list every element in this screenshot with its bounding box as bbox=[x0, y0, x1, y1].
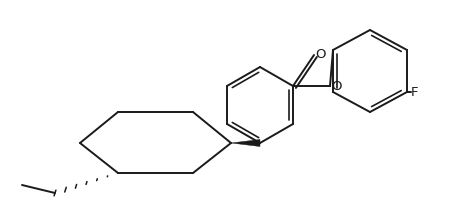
Text: O: O bbox=[331, 80, 341, 92]
Text: F: F bbox=[411, 85, 419, 98]
Polygon shape bbox=[231, 139, 260, 147]
Text: O: O bbox=[315, 49, 326, 62]
